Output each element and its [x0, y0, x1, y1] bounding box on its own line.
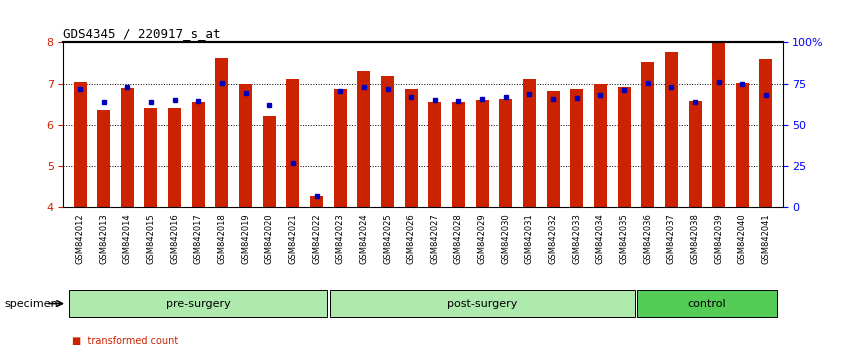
Bar — [618, 87, 630, 207]
Text: GSM842024: GSM842024 — [360, 213, 368, 264]
Text: GSM842017: GSM842017 — [194, 213, 203, 264]
Bar — [499, 99, 513, 207]
Text: GSM842028: GSM842028 — [454, 213, 463, 264]
Text: GSM842025: GSM842025 — [383, 213, 392, 264]
Bar — [428, 102, 442, 207]
Bar — [121, 88, 134, 207]
Text: GSM842023: GSM842023 — [336, 213, 344, 264]
Bar — [357, 71, 371, 207]
Text: GSM842033: GSM842033 — [572, 213, 581, 264]
Text: GSM842030: GSM842030 — [502, 213, 510, 264]
Text: GSM842041: GSM842041 — [761, 213, 771, 264]
Bar — [168, 108, 181, 207]
Bar — [452, 102, 465, 207]
Text: post-surgery: post-surgery — [447, 298, 517, 309]
Bar — [736, 83, 749, 207]
Text: GSM842016: GSM842016 — [170, 213, 179, 264]
Bar — [74, 81, 86, 207]
Text: GSM842037: GSM842037 — [667, 213, 676, 264]
Bar — [523, 79, 536, 207]
Bar — [192, 102, 205, 207]
Bar — [689, 101, 701, 207]
Bar — [641, 62, 654, 207]
Bar — [637, 290, 777, 317]
Bar — [239, 84, 252, 207]
Text: GSM842021: GSM842021 — [288, 213, 298, 264]
Bar — [381, 76, 394, 207]
Bar — [475, 100, 489, 207]
Text: GSM842014: GSM842014 — [123, 213, 132, 264]
Text: GSM842012: GSM842012 — [75, 213, 85, 264]
Bar — [310, 195, 323, 207]
Text: GSM842013: GSM842013 — [99, 213, 108, 264]
Text: GSM842022: GSM842022 — [312, 213, 321, 264]
Bar — [287, 79, 299, 207]
Text: GSM842032: GSM842032 — [548, 213, 558, 264]
Bar — [570, 88, 583, 207]
Text: GSM842039: GSM842039 — [714, 213, 723, 264]
Bar — [216, 58, 228, 207]
Text: GSM842036: GSM842036 — [643, 213, 652, 264]
Bar — [547, 91, 559, 207]
Text: specimen: specimen — [4, 298, 58, 309]
Bar — [712, 42, 725, 207]
Bar — [333, 88, 347, 207]
Text: ■  transformed count: ■ transformed count — [72, 336, 179, 346]
Text: GSM842026: GSM842026 — [407, 213, 415, 264]
Text: GSM842019: GSM842019 — [241, 213, 250, 264]
Text: GSM842031: GSM842031 — [525, 213, 534, 264]
Text: GDS4345 / 220917_s_at: GDS4345 / 220917_s_at — [63, 27, 221, 40]
Bar — [97, 110, 110, 207]
Text: pre-surgery: pre-surgery — [166, 298, 231, 309]
Text: GSM842018: GSM842018 — [217, 213, 227, 264]
Bar — [665, 52, 678, 207]
Text: GSM842038: GSM842038 — [690, 213, 700, 264]
Bar — [263, 116, 276, 207]
Text: GSM842040: GSM842040 — [738, 213, 747, 264]
Bar — [145, 108, 157, 207]
Text: GSM842035: GSM842035 — [619, 213, 629, 264]
Bar — [594, 84, 607, 207]
Bar — [69, 290, 327, 317]
Text: GSM842027: GSM842027 — [431, 213, 439, 264]
Text: GSM842034: GSM842034 — [596, 213, 605, 264]
Bar — [760, 59, 772, 207]
Text: GSM842029: GSM842029 — [478, 213, 486, 264]
Bar — [330, 290, 634, 317]
Text: GSM842015: GSM842015 — [146, 213, 156, 264]
Text: control: control — [688, 298, 726, 309]
Bar — [404, 88, 418, 207]
Text: GSM842020: GSM842020 — [265, 213, 274, 264]
